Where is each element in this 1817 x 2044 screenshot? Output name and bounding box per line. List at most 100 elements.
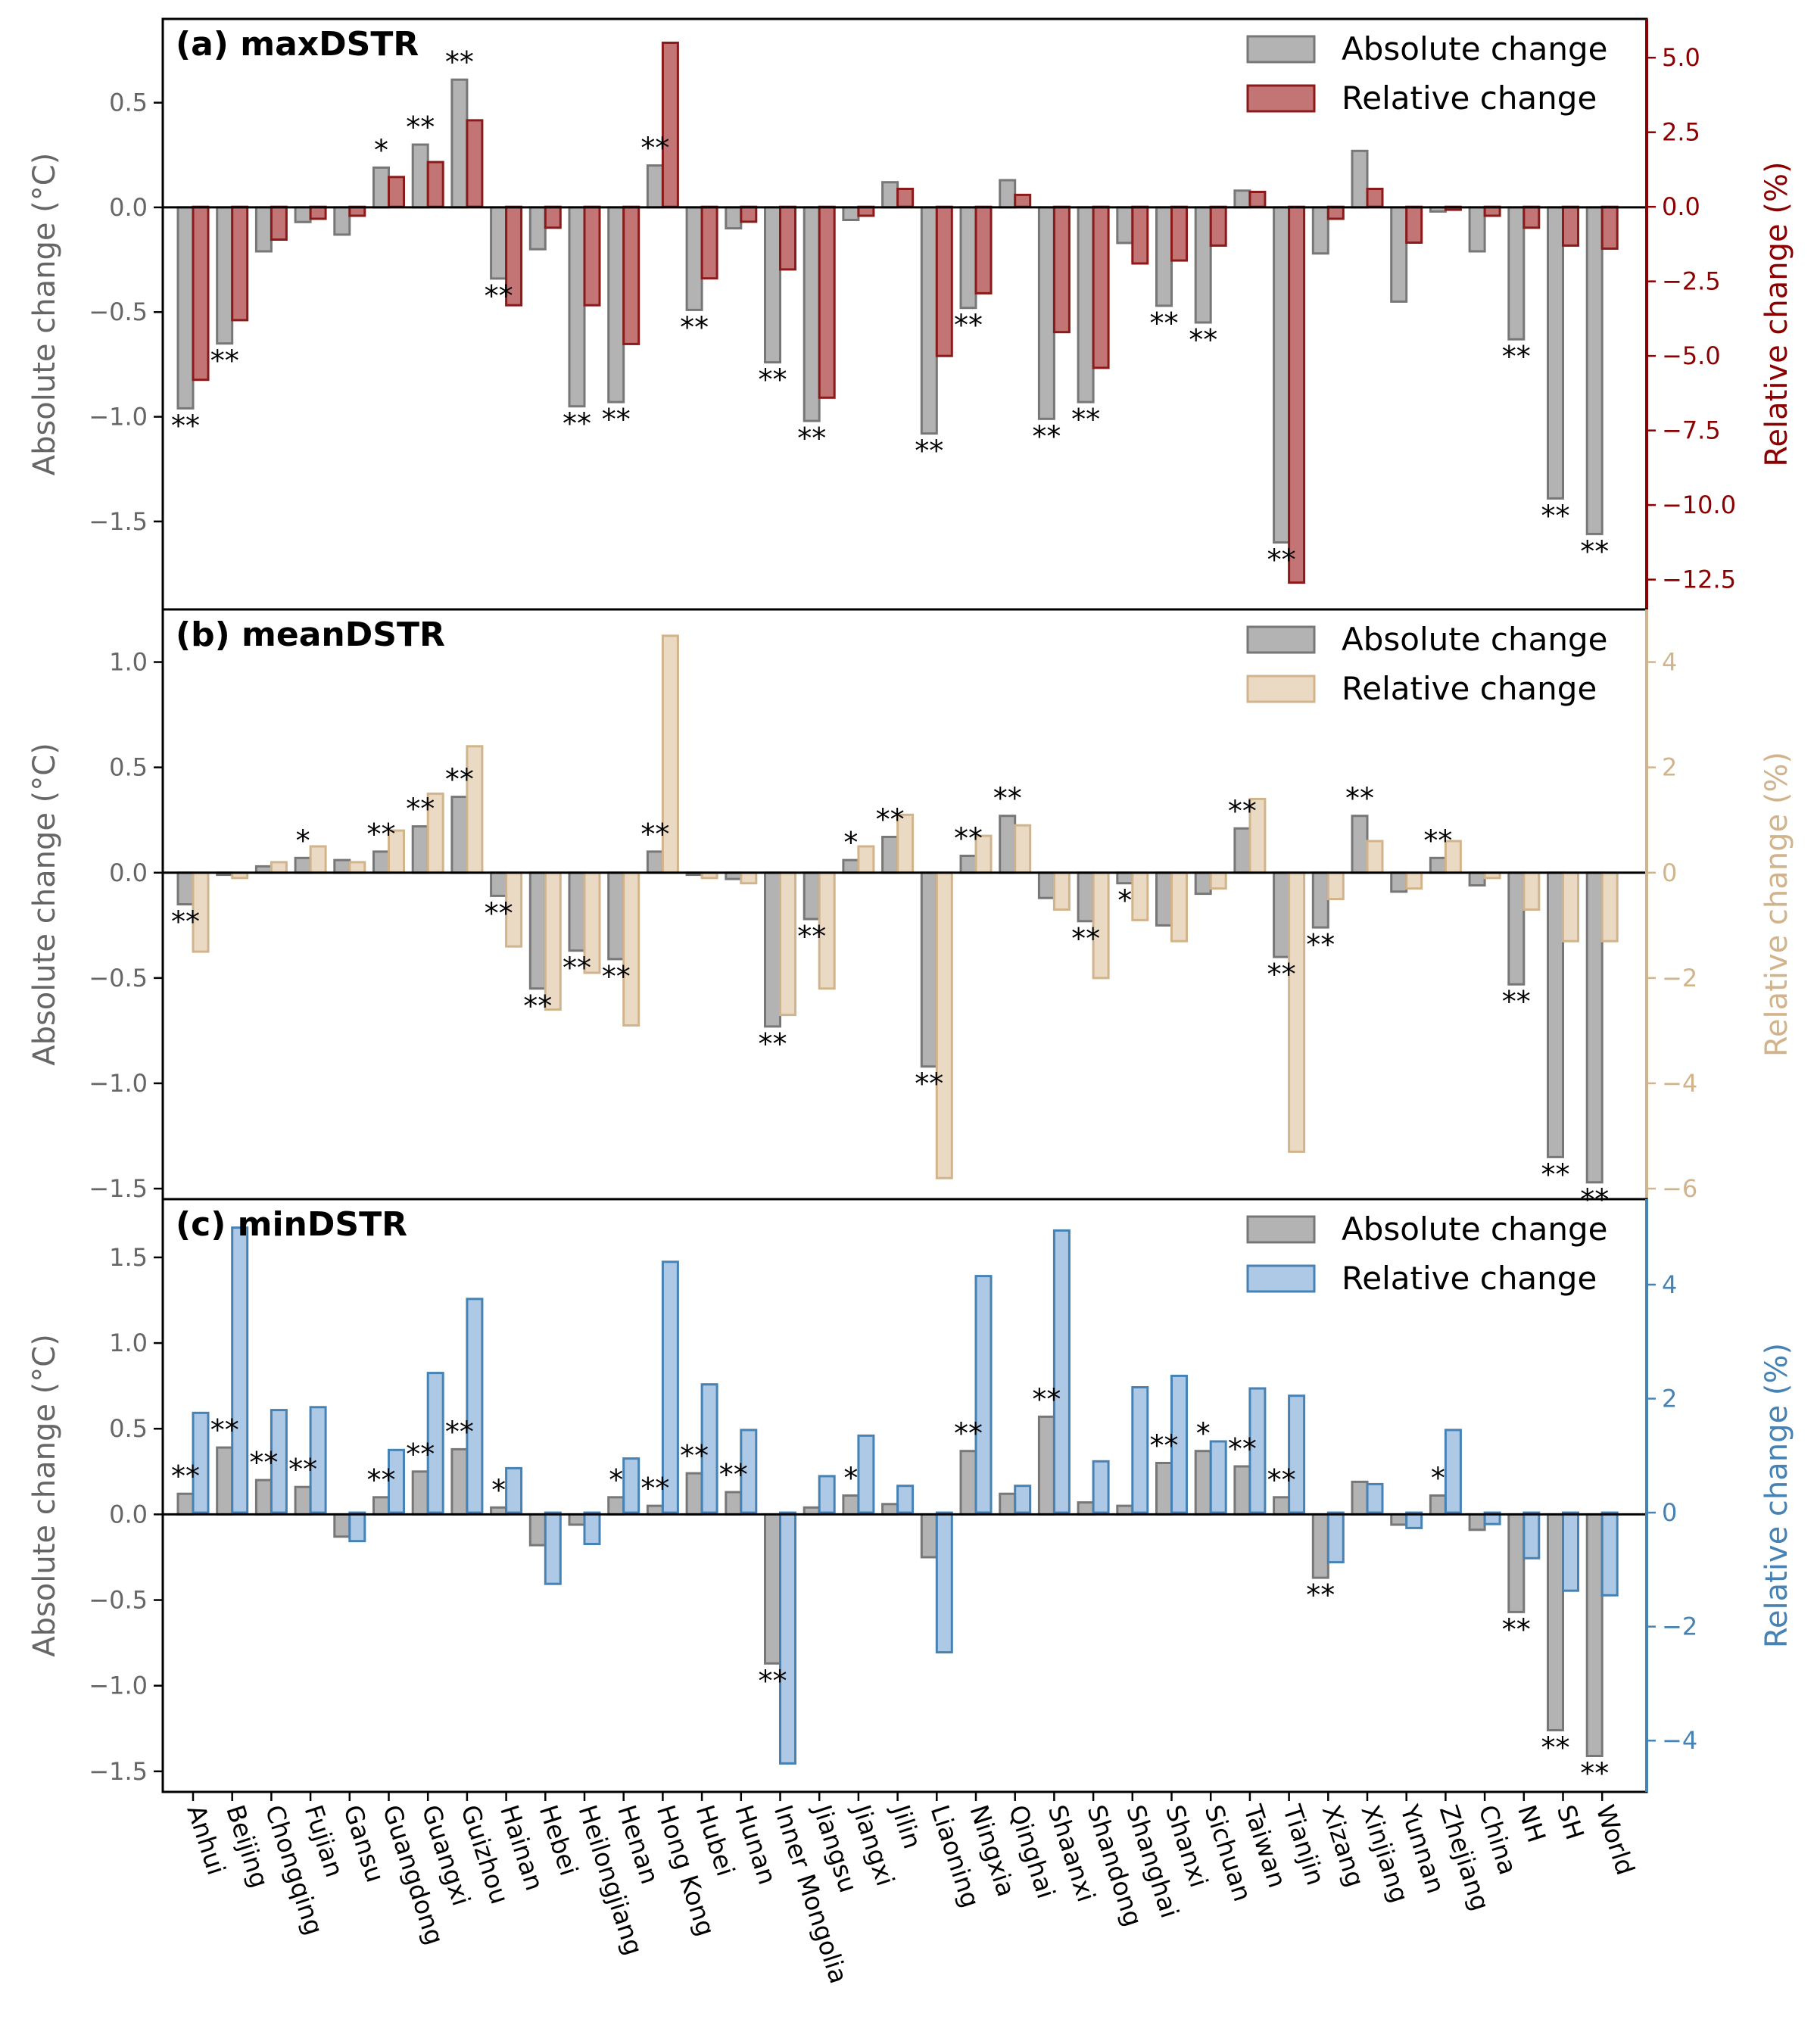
absolute-bar	[1077, 1501, 1095, 1516]
panel-title: (b) meanDSTR	[176, 615, 445, 654]
significance-marker: **	[1541, 1731, 1570, 1765]
absolute-bar	[803, 206, 821, 422]
significance-marker: **	[1071, 403, 1100, 436]
absolute-bar	[216, 206, 234, 345]
legend-swatch-relative	[1246, 1264, 1316, 1293]
absolute-bar	[1351, 1480, 1369, 1516]
absolute-bar	[1507, 206, 1526, 341]
absolute-bar	[372, 850, 390, 874]
absolute-bar	[254, 206, 273, 253]
relative-bar	[1014, 1485, 1032, 1514]
relative-bar	[779, 1511, 796, 1765]
absolute-bar	[842, 1494, 860, 1516]
relative-bar	[231, 1226, 249, 1514]
significance-marker: **	[915, 1067, 943, 1101]
absolute-bar	[411, 143, 429, 209]
absolute-bar	[607, 206, 625, 404]
relative-bar	[1326, 871, 1345, 901]
x-tick-label: Jilin	[885, 1800, 927, 1852]
absolute-bar	[764, 1513, 781, 1665]
absolute-bar	[803, 871, 821, 921]
absolute-bar	[1233, 827, 1251, 874]
right-axis-label: Relative change (%)	[1759, 161, 1794, 466]
significance-marker: **	[288, 1453, 317, 1486]
significance-marker: **	[1189, 323, 1217, 357]
absolute-bar	[568, 1513, 586, 1526]
relative-bar	[700, 205, 718, 280]
significance-marker: **	[915, 435, 943, 468]
left-tick-label: 1.0	[109, 1329, 148, 1357]
absolute-bar	[607, 871, 625, 961]
absolute-bar	[528, 871, 547, 990]
absolute-bar	[607, 1496, 625, 1516]
relative-bar	[544, 205, 562, 229]
significance-marker: **	[1032, 419, 1061, 453]
relative-bar	[348, 1511, 366, 1543]
relative-bar	[1522, 1511, 1541, 1559]
left-tick-label: 1.0	[109, 648, 148, 677]
absolute-bar	[1507, 871, 1526, 986]
relative-bar	[661, 42, 679, 208]
absolute-bar	[450, 78, 469, 209]
absolute-bar	[1585, 871, 1604, 1184]
significance-marker: *	[1117, 884, 1132, 918]
relative-bar	[935, 1511, 953, 1654]
relative-bar	[1248, 1387, 1267, 1514]
absolute-bar	[1547, 206, 1564, 500]
absolute-bar	[842, 858, 860, 874]
absolute-bar	[1390, 206, 1408, 303]
absolute-bar	[1429, 856, 1447, 874]
significance-marker: **	[1541, 1158, 1570, 1191]
relative-bar	[622, 1457, 640, 1514]
right-axis-label: Relative change (%)	[1759, 1343, 1794, 1648]
significance-marker: **	[445, 1415, 474, 1448]
absolute-bar	[176, 206, 195, 410]
absolute-bar	[646, 850, 664, 874]
absolute-bar	[764, 871, 781, 1028]
left-tick-label: −0.5	[89, 964, 148, 992]
absolute-bar	[528, 206, 547, 251]
absolute-bar	[1037, 206, 1055, 420]
relative-bar	[1366, 1482, 1384, 1514]
panel-b: *** ************ *************************…	[27, 608, 1794, 1217]
relative-bar	[1600, 205, 1619, 250]
legend-label-absolute: Absolute change	[1342, 1211, 1607, 1248]
relative-bar	[1209, 871, 1227, 890]
absolute-bar	[646, 1504, 664, 1516]
absolute-bar	[333, 858, 351, 874]
significance-marker: **	[1502, 1612, 1531, 1646]
left-tick-label: 0.0	[109, 858, 148, 887]
relative-bar	[1092, 1460, 1110, 1514]
relative-bar	[857, 1434, 875, 1514]
relative-bar	[1131, 1386, 1149, 1514]
relative-bar	[583, 205, 601, 307]
absolute-bar	[1155, 871, 1173, 927]
relative-bar	[740, 871, 758, 885]
right-tick-label: 4	[1662, 1270, 1677, 1299]
absolute-bar	[1429, 1494, 1447, 1516]
relative-bar	[1248, 191, 1267, 208]
absolute-bar	[959, 206, 977, 310]
significance-marker: **	[759, 363, 787, 397]
right-tick-label: −4	[1662, 1726, 1697, 1755]
right-tick-label: −5.0	[1662, 341, 1721, 370]
relative-bar	[1052, 871, 1071, 911]
absolute-bar	[294, 206, 312, 223]
relative-bar	[1405, 205, 1423, 245]
absolute-bar	[216, 1446, 234, 1516]
significance-marker: **	[680, 310, 709, 344]
significance-marker: **	[1306, 928, 1335, 961]
absolute-bar	[1585, 1513, 1604, 1758]
absolute-bar	[294, 1485, 312, 1516]
significance-marker: **	[640, 1472, 669, 1505]
absolute-bar	[1077, 871, 1095, 923]
significance-marker: *	[491, 1473, 506, 1507]
relative-bar	[779, 205, 796, 271]
significance-marker: **	[1228, 794, 1257, 827]
absolute-bar	[1037, 1415, 1055, 1516]
relative-bar	[818, 205, 836, 399]
absolute-bar	[411, 1470, 429, 1516]
relative-bar	[974, 205, 993, 294]
absolute-bar	[490, 871, 508, 897]
relative-bar	[779, 871, 796, 1017]
